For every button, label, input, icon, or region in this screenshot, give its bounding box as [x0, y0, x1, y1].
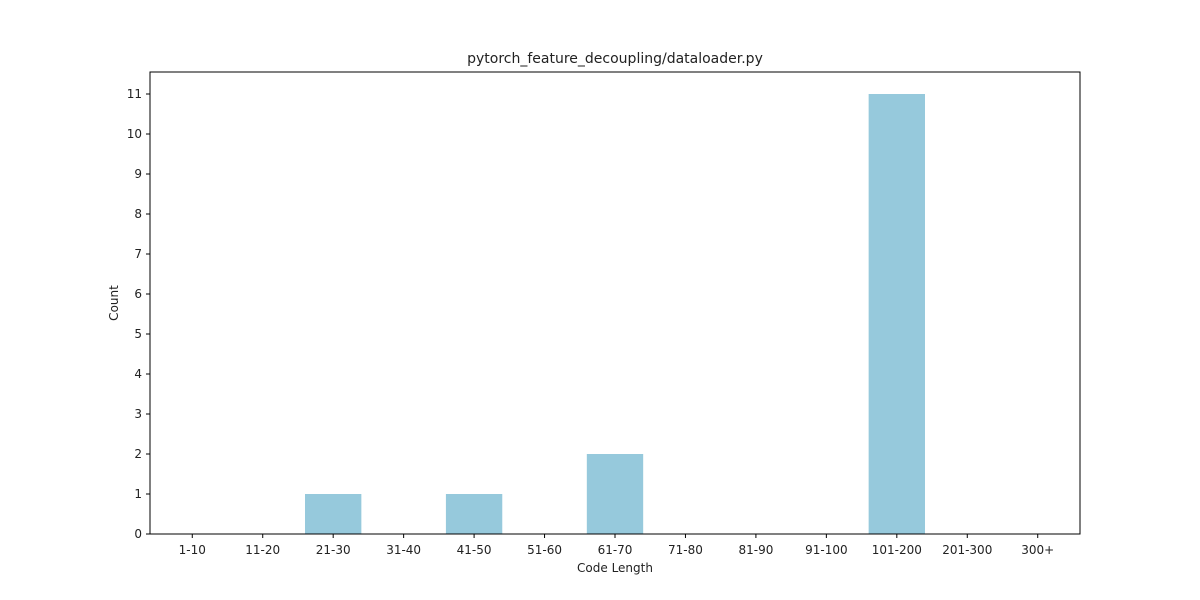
x-axis-ticks: 1-10 11-20 21-30 31-40 41-50 51-60 61-70 71-80 8…	[179, 534, 1054, 557]
y-tick-label: 9	[134, 167, 142, 181]
y-tick-label: 6	[134, 287, 142, 301]
x-tick-label: 11-20	[245, 543, 280, 557]
bar-21-30	[305, 494, 362, 534]
x-tick-label: 91-100	[805, 543, 848, 557]
y-tick-label: 4	[134, 367, 142, 381]
y-tick-label: 0	[134, 527, 142, 541]
x-tick-label: 51-60	[527, 543, 562, 557]
x-tick-label: 300+	[1021, 543, 1054, 557]
y-tick-label: 5	[134, 327, 142, 341]
y-axis-ticks: 0 1 2 3 4 5 6 7 8 9 10 11	[127, 87, 150, 541]
y-tick-label: 11	[127, 87, 142, 101]
x-tick-label: 31-40	[386, 543, 421, 557]
x-tick-label: 21-30	[316, 543, 351, 557]
y-tick-label: 10	[127, 127, 142, 141]
x-tick-label: 71-80	[668, 543, 703, 557]
x-tick-label: 101-200	[872, 543, 922, 557]
bar-61-70	[586, 454, 644, 534]
x-tick-label: 81-90	[738, 543, 773, 557]
x-tick-label: 201-300	[942, 543, 992, 557]
x-tick-label: 41-50	[457, 543, 492, 557]
y-tick-label: 2	[134, 447, 142, 461]
x-tick-label: 61-70	[598, 543, 633, 557]
y-tick-label: 3	[134, 407, 142, 421]
y-tick-label: 7	[134, 247, 142, 261]
bar-101-200	[868, 94, 925, 534]
x-axis-label: Code Length	[577, 561, 653, 575]
y-tick-label: 8	[134, 207, 142, 221]
chart-title: pytorch_feature_decoupling/dataloader.py	[467, 51, 763, 67]
y-tick-label: 1	[134, 487, 142, 501]
bars-group	[305, 94, 925, 534]
x-tick-label: 1-10	[179, 543, 206, 557]
bar-41-50	[445, 494, 503, 534]
y-axis-label: Count	[107, 285, 121, 321]
